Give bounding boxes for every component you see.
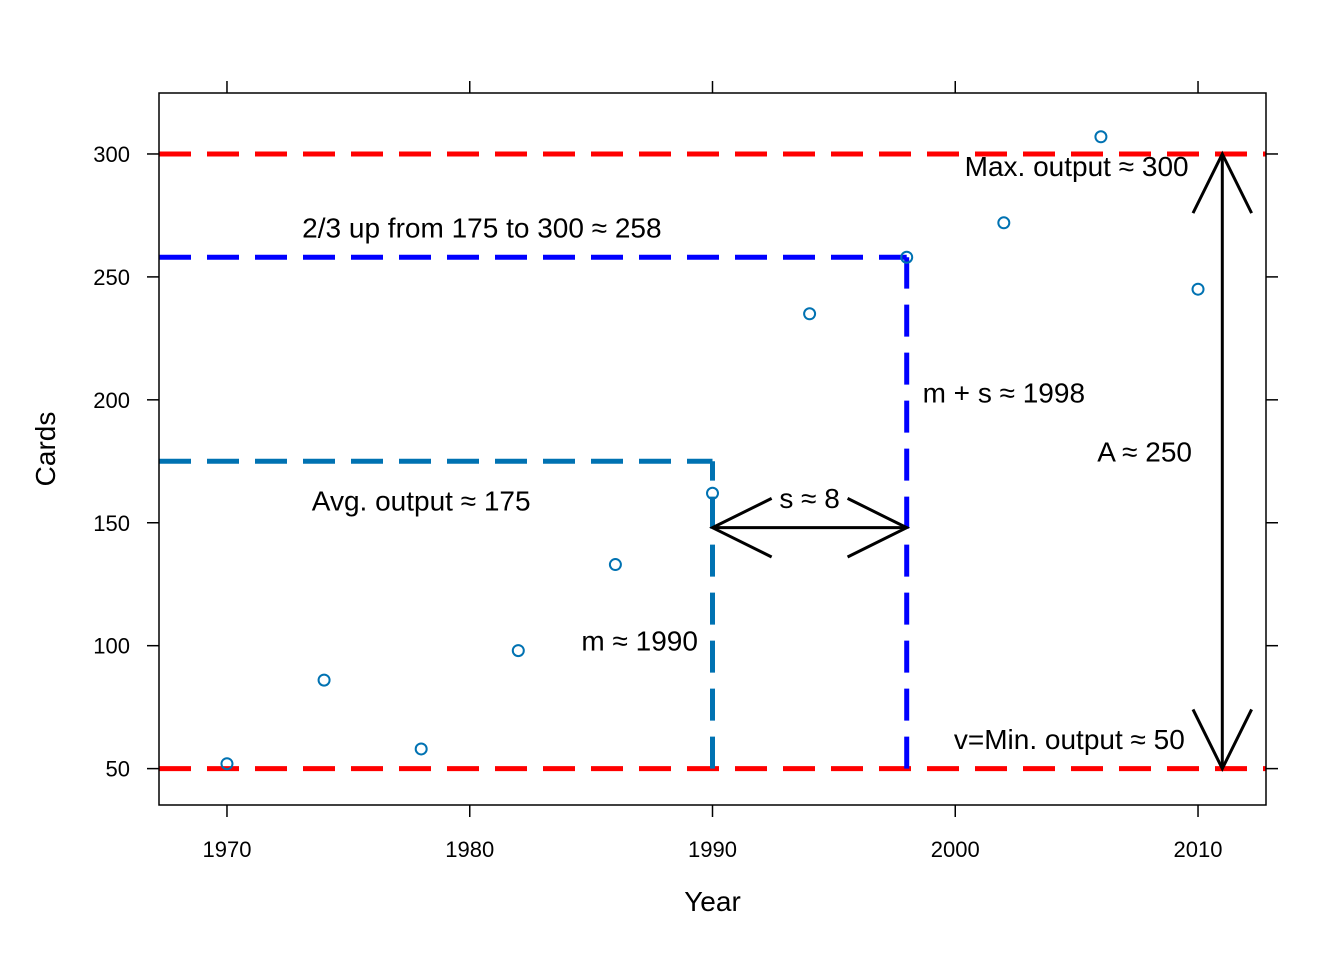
data-point-1994 [803,307,817,321]
s-arrow [709,497,911,559]
data-point-2010 [1191,282,1205,296]
y-tick-label-300: 300 [93,142,130,167]
two-thirds-label: 2/3 up from 175 to 300 ≈ 258 [302,213,661,244]
m-plus-s-label: m + s ≈ 1998 [923,377,1085,408]
x-tick-label-1970: 1970 [202,837,251,862]
x-tick-label-2000: 2000 [931,837,980,862]
data-point-1970 [220,757,234,771]
data-point-1986 [608,558,622,572]
m-label: m ≈ 1990 [581,626,698,657]
amplitude-label: A ≈ 250 [1097,436,1192,467]
y-tick-label-100: 100 [93,634,130,659]
min-output-label: v=Min. output ≈ 50 [954,724,1185,755]
data-point-1974 [317,673,331,687]
x-tick-label-1990: 1990 [688,837,737,862]
x-tick-label-2010: 2010 [1174,837,1223,862]
s-label: s ≈ 8 [779,483,840,514]
data-point-1998 [900,250,914,264]
max-output-label: Max. output ≈ 300 [965,151,1189,182]
y-tick-label-200: 200 [93,388,130,413]
data-point-2006 [1094,130,1108,144]
y-tick-label-250: 250 [93,265,130,290]
data-point-1978 [414,742,428,756]
y-tick-label-150: 150 [93,511,130,536]
data-point-1990 [706,486,719,500]
data-point-1982 [511,644,525,658]
x-axis-title: Year [684,886,741,917]
amplitude-arrow [1191,150,1253,772]
x-tick-label-1980: 1980 [445,837,494,862]
avg-output-label: Avg. output ≈ 175 [312,485,531,516]
y-tick-label-50: 50 [106,757,130,782]
y-axis-title: Cards [30,412,61,487]
data-point-2002 [997,216,1011,230]
